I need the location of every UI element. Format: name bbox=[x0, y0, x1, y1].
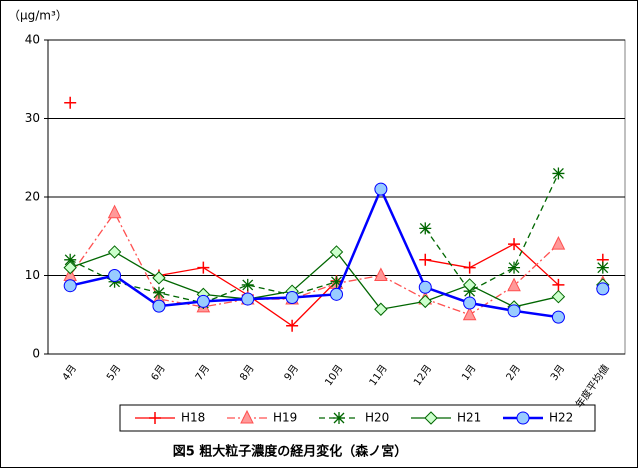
y-tick-label: 40 bbox=[25, 33, 40, 47]
marker bbox=[64, 96, 77, 109]
marker bbox=[374, 182, 388, 196]
series-line bbox=[69, 251, 559, 310]
marker bbox=[508, 261, 521, 274]
marker bbox=[418, 280, 432, 294]
y-tick-label: 10 bbox=[25, 268, 40, 282]
marker bbox=[507, 277, 521, 292]
chart-title: 図5 粗大粒子濃度の経月変化（森ノ宮） bbox=[173, 444, 408, 460]
marker bbox=[419, 253, 432, 266]
marker bbox=[552, 278, 565, 291]
marker bbox=[240, 409, 254, 424]
series-line bbox=[69, 211, 559, 316]
marker bbox=[64, 253, 77, 266]
marker bbox=[107, 204, 122, 219]
marker bbox=[508, 238, 521, 251]
y-tick-label: 20 bbox=[25, 190, 40, 204]
y-tick-label: 30 bbox=[25, 111, 40, 125]
marker bbox=[419, 222, 432, 235]
marker bbox=[152, 286, 165, 299]
legend-label: H19 bbox=[273, 411, 297, 425]
marker bbox=[330, 275, 343, 288]
marker bbox=[63, 279, 77, 293]
marker bbox=[63, 260, 77, 275]
y-tick-label: 0 bbox=[32, 347, 40, 361]
marker bbox=[374, 267, 388, 281]
marker bbox=[107, 245, 122, 259]
marker bbox=[149, 412, 161, 424]
marker bbox=[463, 261, 476, 274]
marker bbox=[285, 290, 299, 304]
marker bbox=[330, 287, 343, 301]
marker bbox=[507, 304, 521, 318]
marker bbox=[516, 411, 530, 425]
series-line bbox=[69, 186, 559, 319]
marker bbox=[551, 289, 566, 304]
marker bbox=[197, 261, 210, 274]
marker bbox=[196, 294, 210, 308]
marker bbox=[152, 299, 166, 313]
marker bbox=[333, 412, 345, 424]
legend-label: H22 bbox=[549, 411, 573, 425]
y-axis-label: （μg/m³） bbox=[8, 9, 68, 23]
marker bbox=[462, 306, 477, 321]
marker bbox=[551, 310, 565, 324]
marker bbox=[463, 296, 477, 310]
marker bbox=[108, 269, 122, 282]
marker bbox=[462, 278, 477, 292]
marker bbox=[424, 411, 438, 425]
marker bbox=[241, 278, 254, 291]
marker bbox=[286, 319, 299, 332]
legend-label: H20 bbox=[365, 411, 389, 425]
marker bbox=[551, 235, 566, 250]
marker bbox=[329, 245, 344, 259]
marker bbox=[374, 302, 388, 316]
marker bbox=[596, 261, 609, 274]
marker bbox=[552, 167, 565, 180]
legend-label: H18 bbox=[181, 411, 205, 425]
marker bbox=[418, 294, 432, 309]
legend-label: H21 bbox=[457, 411, 481, 425]
marker bbox=[596, 282, 610, 296]
marker bbox=[241, 292, 255, 306]
marker bbox=[152, 271, 166, 285]
